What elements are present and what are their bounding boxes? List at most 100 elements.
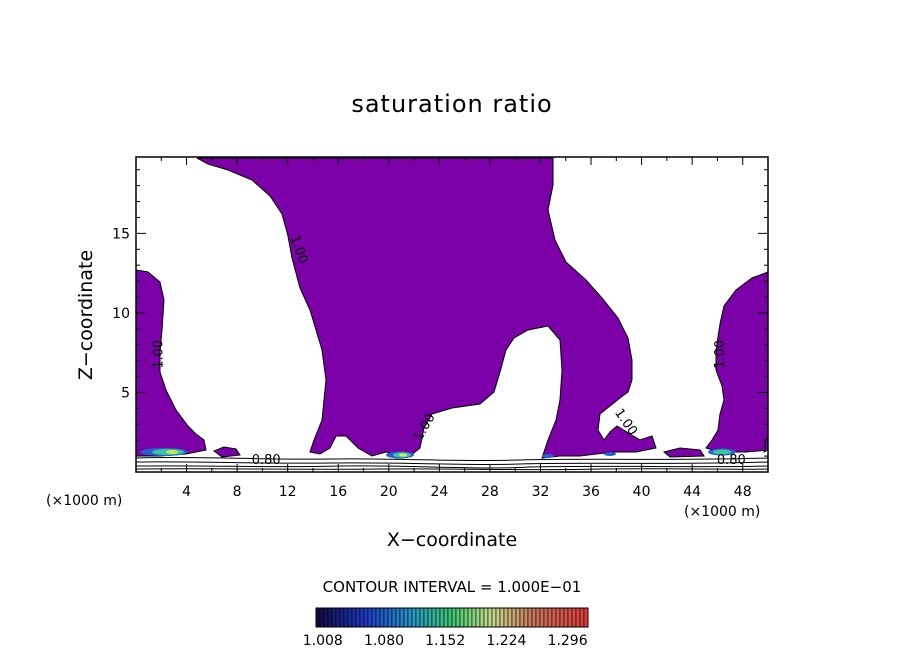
colorbar-segment: [531, 607, 537, 628]
colorbar-segment: [535, 607, 541, 628]
supersaturated-patch: [662, 447, 705, 458]
colorbar-segment: [519, 607, 525, 628]
colorbar-segment: [471, 607, 477, 628]
contour-label: 0.80: [252, 453, 281, 468]
colorbar-segment: [375, 607, 381, 628]
colorbar-tick-label: 1.296: [548, 633, 588, 649]
colorbar-segment: [443, 607, 449, 628]
colorbar-segment: [483, 607, 489, 628]
colorbar-segment: [543, 607, 549, 628]
colorbar-segment: [363, 607, 369, 628]
x-tick-label: 28: [481, 484, 499, 500]
colorbar-segment: [339, 607, 345, 628]
colorbar-segment: [395, 607, 401, 628]
colorbar-segment: [367, 607, 373, 628]
colorbar-segment: [515, 607, 521, 628]
colorbar-segment: [383, 607, 389, 628]
colorbar-frame: [315, 607, 589, 628]
y-axis: 5 10 15: [112, 169, 768, 457]
colorbar-segment: [427, 607, 433, 628]
y-axis-title: Z−coordinate: [75, 250, 97, 380]
colorbar-segment: [315, 607, 321, 628]
colorbar-segment: [327, 607, 333, 628]
x-tick-label: 4: [182, 484, 191, 500]
colorbar-segment: [323, 607, 329, 628]
x-tick-label: 20: [380, 484, 398, 500]
x-tick-label: 12: [279, 484, 297, 500]
contour-label: 0.80: [717, 453, 746, 468]
supersaturated-region-center: [196, 157, 657, 459]
colorbar-segment: [523, 607, 529, 628]
y-tick-label: 5: [121, 385, 130, 401]
colorbar-segment: [343, 607, 349, 628]
colorbar-segment: [555, 607, 561, 628]
colorbar-segment: [379, 607, 385, 628]
x-tick-label: 48: [734, 484, 752, 500]
y-tick-label: 10: [112, 306, 130, 322]
colorbar-segment: [583, 607, 589, 628]
colorbar-tick-labels: 1.008 1.080 1.152 1.224 1.296: [303, 633, 588, 649]
colorbar-segment: [567, 607, 573, 628]
colorbar-segment: [579, 607, 585, 628]
colorbar-segment: [467, 607, 473, 628]
colorbar-segment: [559, 607, 565, 628]
contour-interval-label: CONTOUR INTERVAL = 1.000E−01: [323, 578, 582, 596]
colorbar-segment: [539, 607, 545, 628]
colorbar-segment: [423, 607, 429, 628]
contour-label: 1.00: [713, 340, 728, 369]
colorbar-segment: [387, 607, 393, 628]
x-tick-label: 8: [233, 484, 242, 500]
colorbar-segment: [475, 607, 481, 628]
colorbar-segment: [359, 607, 365, 628]
colorbar-segment: [355, 607, 361, 628]
colorbar-segment: [419, 607, 425, 628]
x-tick-label: 36: [582, 484, 600, 500]
colorbar-segment: [463, 607, 469, 628]
colorbar-segment: [371, 607, 377, 628]
colorbar-segment: [407, 607, 413, 628]
colorbar-segment: [479, 607, 485, 628]
x-tick-label: 40: [633, 484, 651, 500]
x-tick-label: 44: [683, 484, 701, 500]
y-tick-label: 15: [112, 226, 130, 242]
colorbar-segment: [455, 607, 461, 628]
colorbar-tick-label: 1.152: [425, 633, 465, 649]
colorbar-segment: [411, 607, 417, 628]
colorbar-segment: [439, 607, 445, 628]
colorbar-segment: [563, 607, 569, 628]
x-tick-label: 24: [430, 484, 448, 500]
colorbar-segment: [551, 607, 557, 628]
colorbar-segment: [527, 607, 533, 628]
x-tick-label: 32: [532, 484, 550, 500]
colorbar-segment: [415, 607, 421, 628]
colorbar-segment: [331, 607, 337, 628]
colorbar-segment: [491, 607, 497, 628]
colorbar-segment: [351, 607, 357, 628]
colorbar-segment: [347, 607, 353, 628]
colorbar-segment: [495, 607, 501, 628]
colorbar-segment: [503, 607, 509, 628]
plot-frame: [135, 156, 769, 473]
colorbar: [315, 607, 589, 628]
colorbar-segment: [571, 607, 577, 628]
supersaturated-patch: [212, 446, 241, 458]
surface-contours: [135, 456, 769, 471]
x-unit-label-right: (×1000 m): [684, 504, 760, 520]
x-axis: 4 8 12 16 20 24 28 32 36 40 44 48: [160, 157, 752, 500]
colorbar-segment: [459, 607, 465, 628]
colorbar-segment: [319, 607, 325, 628]
colorbar-segment: [431, 607, 437, 628]
contour-label: 1.00: [152, 340, 167, 369]
colorbar-segment: [507, 607, 513, 628]
colorbar-segment: [447, 607, 453, 628]
high-saturation-blobs: [140, 448, 736, 459]
colorbar-segment: [511, 607, 517, 628]
x-tick-label: 16: [329, 484, 347, 500]
colorbar-segment: [403, 607, 409, 628]
colorbar-segment: [335, 607, 341, 628]
colorbar-tick-label: 1.080: [364, 633, 404, 649]
colorbar-segment: [487, 607, 493, 628]
supersaturated-region-left: [135, 269, 207, 457]
plot-area: [135, 156, 769, 473]
